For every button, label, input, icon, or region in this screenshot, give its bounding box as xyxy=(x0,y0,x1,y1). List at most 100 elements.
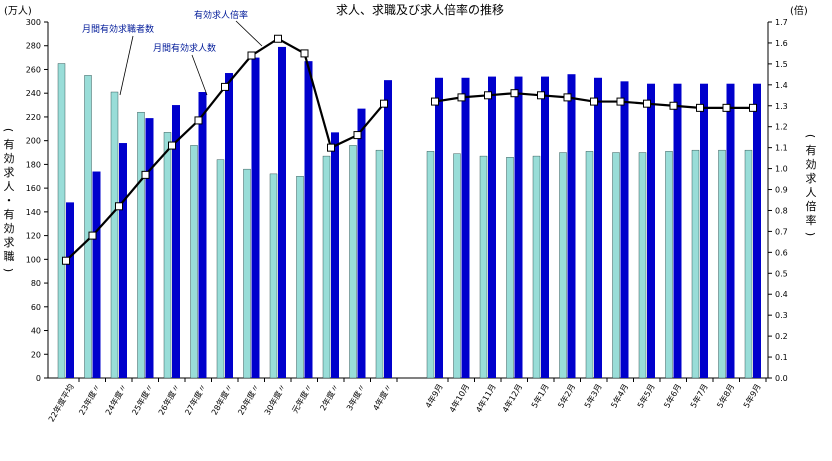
left-axis-title: (有効求人・有効求職) xyxy=(2,128,15,272)
x-tick-label: 4年11月 xyxy=(473,382,497,414)
bar-seekers xyxy=(426,151,435,379)
left-tick-label: 40 xyxy=(31,327,41,336)
bar-openings xyxy=(278,46,286,379)
x-labels: 22年度平均 23年度〃 24年度〃 25年度〃 26年度〃 27年度〃 28年度〃 29年度… xyxy=(46,378,767,424)
bar-openings xyxy=(488,76,496,378)
bar-openings xyxy=(700,83,708,378)
bar-openings xyxy=(66,202,74,378)
ratio-point xyxy=(431,97,439,106)
bar-seekers xyxy=(744,149,753,379)
right-tick-label: 0.8 xyxy=(775,206,788,215)
left-tick-label: 0 xyxy=(36,374,41,383)
bar-openings xyxy=(753,83,761,378)
left-tick-label: 120 xyxy=(26,232,41,241)
ratio-point xyxy=(194,116,203,125)
ratio-point xyxy=(669,101,678,110)
bar-seekers xyxy=(665,151,673,379)
bar-seekers xyxy=(137,111,145,379)
left-tick-label: 160 xyxy=(26,184,41,193)
left-axis-title-char: 効 xyxy=(4,221,15,235)
x-tick-label: 5年1月 xyxy=(529,382,551,410)
x-tick-label: 4年12月 xyxy=(500,382,524,414)
ratio-point xyxy=(353,131,362,140)
bar-openings xyxy=(647,83,655,378)
bar-openings xyxy=(726,83,735,378)
left-axis-title-char: 職 xyxy=(4,250,15,263)
ratio-point xyxy=(643,99,651,108)
left-tick-label: 80 xyxy=(31,279,41,288)
left-axis-title-char: 有 xyxy=(4,137,15,151)
x-tick-label: 4年度〃 xyxy=(371,382,394,412)
left-tick-label: 20 xyxy=(31,350,41,359)
bar-openings xyxy=(172,105,180,379)
bar-openings xyxy=(92,171,101,378)
x-tick-label: 3年度〃 xyxy=(344,382,367,412)
ratio-point xyxy=(696,103,704,112)
bar-openings xyxy=(673,83,682,378)
line-layer xyxy=(62,34,757,265)
bar-seekers xyxy=(638,152,647,379)
ratio-point xyxy=(221,82,229,91)
bar-seekers xyxy=(349,145,357,379)
annotation-seekers: 月間有効求職者数 xyxy=(82,23,154,96)
left-axis-title-char: 求 xyxy=(4,166,15,179)
x-tick-label: 5年4月 xyxy=(608,382,630,410)
annotation-ratio: 有効求人倍率 xyxy=(194,9,263,47)
left-axis-title-char: 効 xyxy=(4,151,15,165)
x-tick-label: 29年度〃 xyxy=(235,382,261,417)
ratio-point xyxy=(300,49,309,58)
right-axis-title-char: ) xyxy=(804,232,817,236)
right-tick-label: 1.1 xyxy=(775,144,788,153)
right-axis-title-char: 率 xyxy=(806,213,817,227)
bar-seekers xyxy=(585,151,594,379)
bar-seekers xyxy=(718,149,726,379)
bar-openings xyxy=(198,92,207,378)
left-tick-label: 240 xyxy=(26,89,41,98)
x-tick-label: 4年9月 xyxy=(423,382,445,410)
right-unit-label: (倍) xyxy=(790,4,808,17)
left-axis-title-char: ( xyxy=(2,128,15,132)
right-tick-label: 1.3 xyxy=(775,102,788,111)
right-tick-label: 0.7 xyxy=(775,227,788,236)
ratio-point xyxy=(616,97,625,106)
bar-seekers xyxy=(163,132,172,379)
bar-seekers xyxy=(110,91,119,379)
bar-seekers xyxy=(216,159,225,379)
bar-openings xyxy=(435,77,443,379)
annotation-openings: 月間有効求人数 xyxy=(153,42,216,96)
right-tick-label: 1.4 xyxy=(775,81,788,90)
x-tick-label: 23年度〃 xyxy=(76,382,102,417)
x-tick-label: 4年10月 xyxy=(447,382,471,414)
annotation-seekers-leader xyxy=(119,35,134,96)
left-axis-title-char: 有 xyxy=(4,207,15,221)
bar-openings xyxy=(145,118,154,379)
left-axis-title-char: 求 xyxy=(4,236,15,249)
x-tick-label: 5年5月 xyxy=(635,382,657,410)
right-tick-label: 0.2 xyxy=(775,332,788,341)
bar-seekers xyxy=(296,176,304,379)
right-tick-label: 0.9 xyxy=(775,186,788,195)
bar-openings xyxy=(567,74,576,379)
right-axis-title-char: 倍 xyxy=(806,199,817,213)
right-tick-label: 0.6 xyxy=(775,248,788,257)
ratio-point xyxy=(537,91,545,100)
x-tick-label: 2年度〃 xyxy=(318,382,341,412)
left-tick-label: 220 xyxy=(26,113,41,122)
right-tick-label: 0.4 xyxy=(775,290,788,299)
left-axis-title-char: 人 xyxy=(4,180,15,193)
bar-openings xyxy=(304,61,313,378)
bar-seekers xyxy=(691,149,700,379)
bar-openings xyxy=(594,77,602,379)
annotation-openings-leader xyxy=(191,54,208,96)
left-axis-title-char: ・ xyxy=(4,194,15,207)
annotation-ratio-leader xyxy=(235,20,263,47)
right-axis-title-char: 効 xyxy=(806,157,817,171)
bar-openings xyxy=(384,80,392,378)
annotation-seekers-label: 月間有効求職者数 xyxy=(82,23,154,35)
ratio-point xyxy=(141,170,150,179)
right-axis-title-char: 求 xyxy=(806,172,817,185)
left-tick-label: 180 xyxy=(26,160,41,169)
bar-seekers xyxy=(269,173,278,379)
x-tick-label: 22年度平均 xyxy=(46,382,76,424)
